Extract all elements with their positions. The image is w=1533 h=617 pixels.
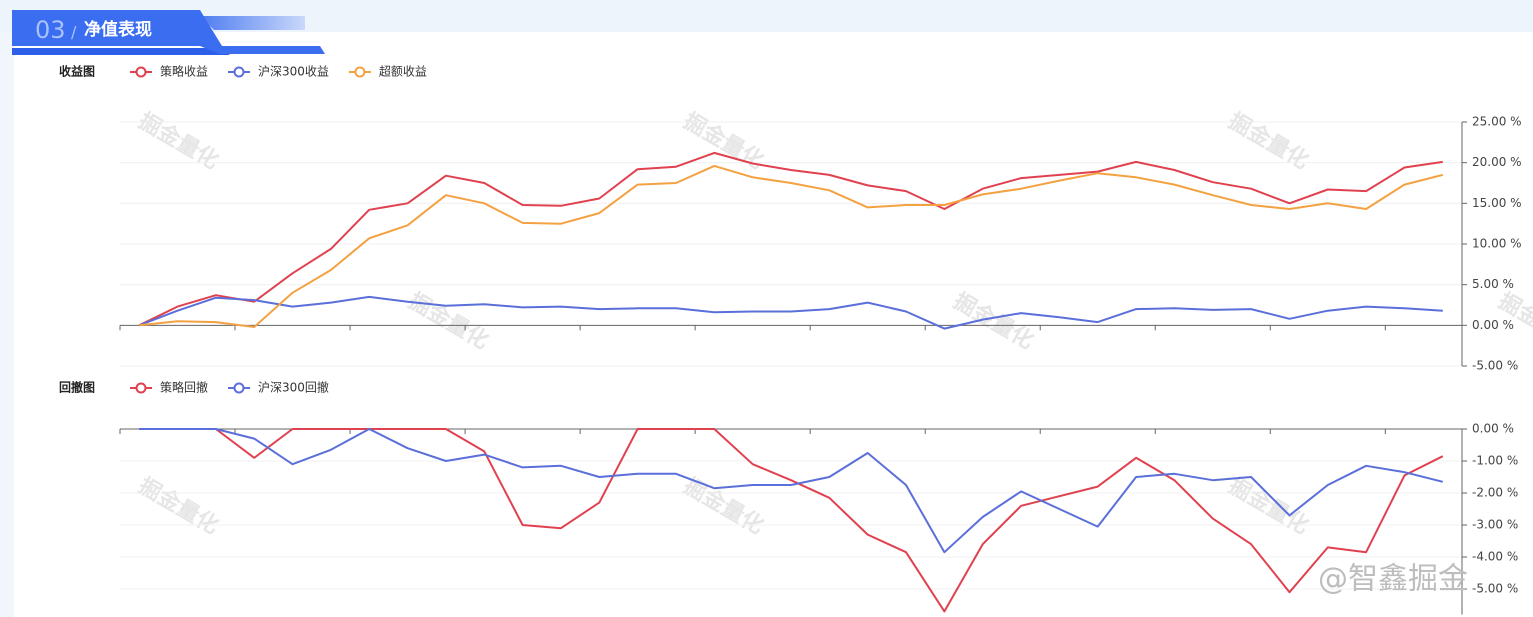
series-line xyxy=(139,428,1444,613)
series-line xyxy=(139,164,1444,328)
charts: 收益图 策略收益 沪深300收益 超额收益 25.00 % 20.00 % 15.00 % 1… xyxy=(59,64,1522,615)
y-tick-label: 10.00 % xyxy=(1472,237,1522,251)
y-tick-label: -1.00 % xyxy=(1472,454,1518,468)
y-tick-label: -2.00 % xyxy=(1472,486,1518,500)
series-line xyxy=(138,295,1443,330)
legend-marker xyxy=(233,382,245,394)
watermark: 掘金量化 xyxy=(134,108,223,175)
y-tick-label: 0.00 % xyxy=(1472,422,1514,436)
legend-marker xyxy=(135,382,147,394)
watermark: 掘金量化 xyxy=(949,288,1038,355)
y-tick-label: -5.00 % xyxy=(1472,582,1518,596)
weibo-watermark: @智鑫掘金 xyxy=(1318,562,1468,597)
section-number: 03 xyxy=(35,16,66,44)
legend-marker xyxy=(233,66,245,78)
legend-label: 超额收益 xyxy=(379,64,427,79)
legend-label: 策略回撤 xyxy=(160,380,208,395)
watermark: 掘金量化 xyxy=(679,473,768,540)
banner-underline xyxy=(200,46,325,54)
legend-marker xyxy=(354,66,366,78)
chart-title: 回撤图 xyxy=(59,380,95,395)
section-slash: / xyxy=(71,23,77,42)
legend-label: 策略收益 xyxy=(160,64,208,79)
y-tick-label: 0.00 % xyxy=(1472,318,1514,332)
watermark: 掘金量化 xyxy=(134,473,223,540)
left-strip xyxy=(0,32,14,617)
section-title: 净值表现 xyxy=(84,19,152,40)
watermark: 掘金量化 xyxy=(1224,108,1313,175)
watermark: 掘金量化 xyxy=(404,288,493,355)
y-tick-label: -5.00 % xyxy=(1472,359,1518,373)
y-tick-label: -4.00 % xyxy=(1472,550,1518,564)
legend-label: 沪深300回撤 xyxy=(258,380,329,395)
banner-tail xyxy=(200,16,305,30)
y-tick-label: 15.00 % xyxy=(1472,196,1522,210)
banner-shadow xyxy=(12,48,230,55)
chart-title: 收益图 xyxy=(59,64,95,79)
legend-marker xyxy=(135,66,147,78)
y-tick-label: 25.00 % xyxy=(1472,115,1522,129)
y-tick-label: -3.00 % xyxy=(1472,518,1518,532)
y-tick-label: 5.00 % xyxy=(1472,277,1514,291)
legend-label: 沪深300收益 xyxy=(258,65,329,79)
series-line xyxy=(138,151,1443,327)
series-line xyxy=(139,428,1444,554)
y-tick-label: 20.00 % xyxy=(1472,155,1522,169)
banner xyxy=(12,10,222,46)
